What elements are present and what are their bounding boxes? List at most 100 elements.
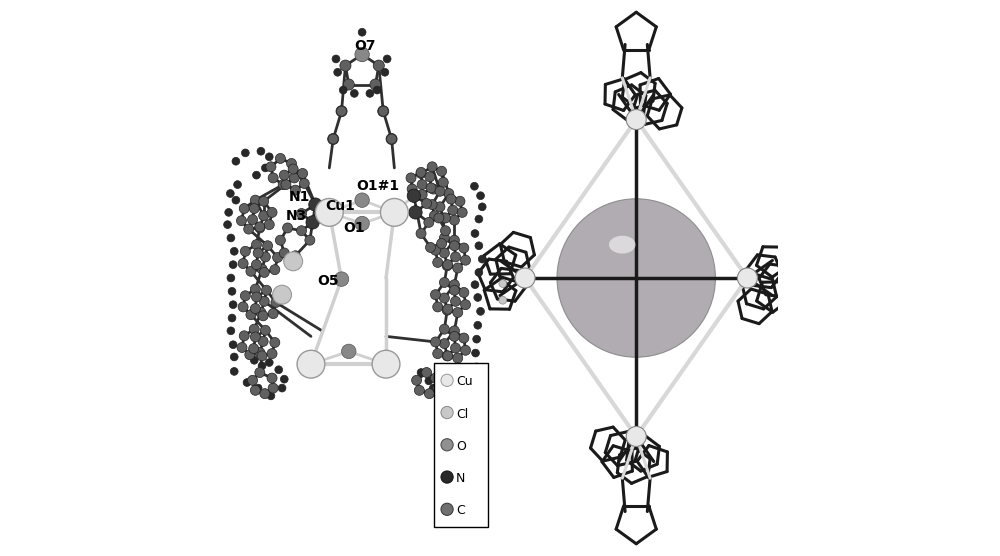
Circle shape bbox=[406, 173, 416, 183]
Circle shape bbox=[288, 164, 298, 174]
Circle shape bbox=[267, 392, 275, 400]
Text: Cl: Cl bbox=[456, 408, 468, 420]
Circle shape bbox=[275, 153, 285, 163]
Circle shape bbox=[278, 180, 288, 190]
Circle shape bbox=[449, 235, 459, 245]
Circle shape bbox=[372, 350, 400, 378]
Circle shape bbox=[446, 194, 456, 204]
Circle shape bbox=[424, 389, 434, 399]
Circle shape bbox=[355, 47, 369, 62]
Text: O: O bbox=[456, 440, 466, 453]
Ellipse shape bbox=[609, 236, 636, 254]
Circle shape bbox=[257, 264, 267, 274]
Circle shape bbox=[473, 363, 481, 371]
Circle shape bbox=[265, 359, 273, 366]
Circle shape bbox=[268, 383, 278, 393]
Circle shape bbox=[373, 86, 381, 94]
Circle shape bbox=[515, 268, 535, 288]
Text: Cu1: Cu1 bbox=[325, 199, 355, 213]
Circle shape bbox=[461, 300, 471, 310]
Circle shape bbox=[297, 350, 325, 378]
Circle shape bbox=[305, 235, 315, 245]
Circle shape bbox=[265, 153, 273, 161]
Circle shape bbox=[515, 268, 535, 288]
Circle shape bbox=[228, 314, 236, 322]
Circle shape bbox=[441, 406, 453, 419]
Circle shape bbox=[429, 211, 439, 221]
Circle shape bbox=[243, 379, 251, 386]
Circle shape bbox=[426, 183, 436, 193]
Circle shape bbox=[478, 203, 486, 211]
Circle shape bbox=[279, 170, 289, 180]
Circle shape bbox=[250, 304, 260, 314]
Circle shape bbox=[297, 226, 307, 236]
Text: O1#1: O1#1 bbox=[357, 179, 400, 193]
Circle shape bbox=[439, 339, 449, 349]
Circle shape bbox=[378, 106, 388, 116]
Circle shape bbox=[443, 260, 453, 270]
Circle shape bbox=[299, 178, 309, 188]
Circle shape bbox=[355, 193, 369, 207]
Circle shape bbox=[267, 207, 277, 217]
Circle shape bbox=[626, 110, 646, 130]
Circle shape bbox=[441, 439, 453, 451]
Circle shape bbox=[230, 353, 238, 361]
Circle shape bbox=[429, 384, 437, 392]
Circle shape bbox=[475, 215, 483, 223]
Circle shape bbox=[259, 211, 269, 221]
Circle shape bbox=[258, 311, 268, 321]
Circle shape bbox=[343, 79, 354, 90]
Circle shape bbox=[407, 184, 417, 194]
Circle shape bbox=[263, 241, 273, 251]
Circle shape bbox=[425, 377, 433, 385]
Circle shape bbox=[409, 206, 422, 219]
Circle shape bbox=[477, 307, 484, 315]
Circle shape bbox=[475, 242, 483, 250]
Circle shape bbox=[451, 252, 461, 262]
Circle shape bbox=[441, 374, 453, 386]
Circle shape bbox=[441, 471, 453, 483]
Circle shape bbox=[438, 213, 448, 223]
Circle shape bbox=[339, 86, 347, 94]
Circle shape bbox=[267, 373, 277, 383]
Circle shape bbox=[438, 390, 446, 398]
Circle shape bbox=[334, 68, 342, 76]
Circle shape bbox=[471, 182, 478, 190]
Circle shape bbox=[259, 296, 269, 306]
Circle shape bbox=[455, 196, 465, 206]
Text: Cu: Cu bbox=[456, 375, 473, 388]
Circle shape bbox=[471, 230, 479, 237]
Circle shape bbox=[273, 285, 292, 304]
Circle shape bbox=[443, 304, 453, 314]
Circle shape bbox=[416, 168, 426, 178]
Circle shape bbox=[451, 343, 461, 353]
Circle shape bbox=[315, 198, 343, 226]
Circle shape bbox=[249, 324, 259, 334]
Circle shape bbox=[449, 215, 459, 225]
Circle shape bbox=[430, 290, 441, 300]
Circle shape bbox=[439, 277, 449, 287]
Circle shape bbox=[737, 268, 757, 288]
Circle shape bbox=[279, 248, 289, 258]
Circle shape bbox=[430, 337, 441, 347]
Circle shape bbox=[248, 215, 258, 225]
Circle shape bbox=[261, 164, 269, 172]
Circle shape bbox=[284, 252, 303, 271]
Text: O7: O7 bbox=[354, 39, 376, 53]
Text: N3: N3 bbox=[285, 208, 307, 222]
Circle shape bbox=[417, 369, 425, 376]
Circle shape bbox=[228, 287, 236, 295]
Circle shape bbox=[417, 190, 427, 200]
Circle shape bbox=[230, 368, 238, 375]
Circle shape bbox=[416, 167, 426, 177]
Circle shape bbox=[236, 216, 246, 226]
Circle shape bbox=[227, 274, 235, 282]
Text: O1: O1 bbox=[343, 221, 365, 235]
Circle shape bbox=[253, 171, 260, 179]
Circle shape bbox=[259, 267, 269, 277]
Circle shape bbox=[433, 257, 443, 267]
Circle shape bbox=[557, 198, 715, 358]
Circle shape bbox=[250, 332, 260, 342]
Circle shape bbox=[427, 200, 437, 210]
Circle shape bbox=[370, 79, 381, 90]
